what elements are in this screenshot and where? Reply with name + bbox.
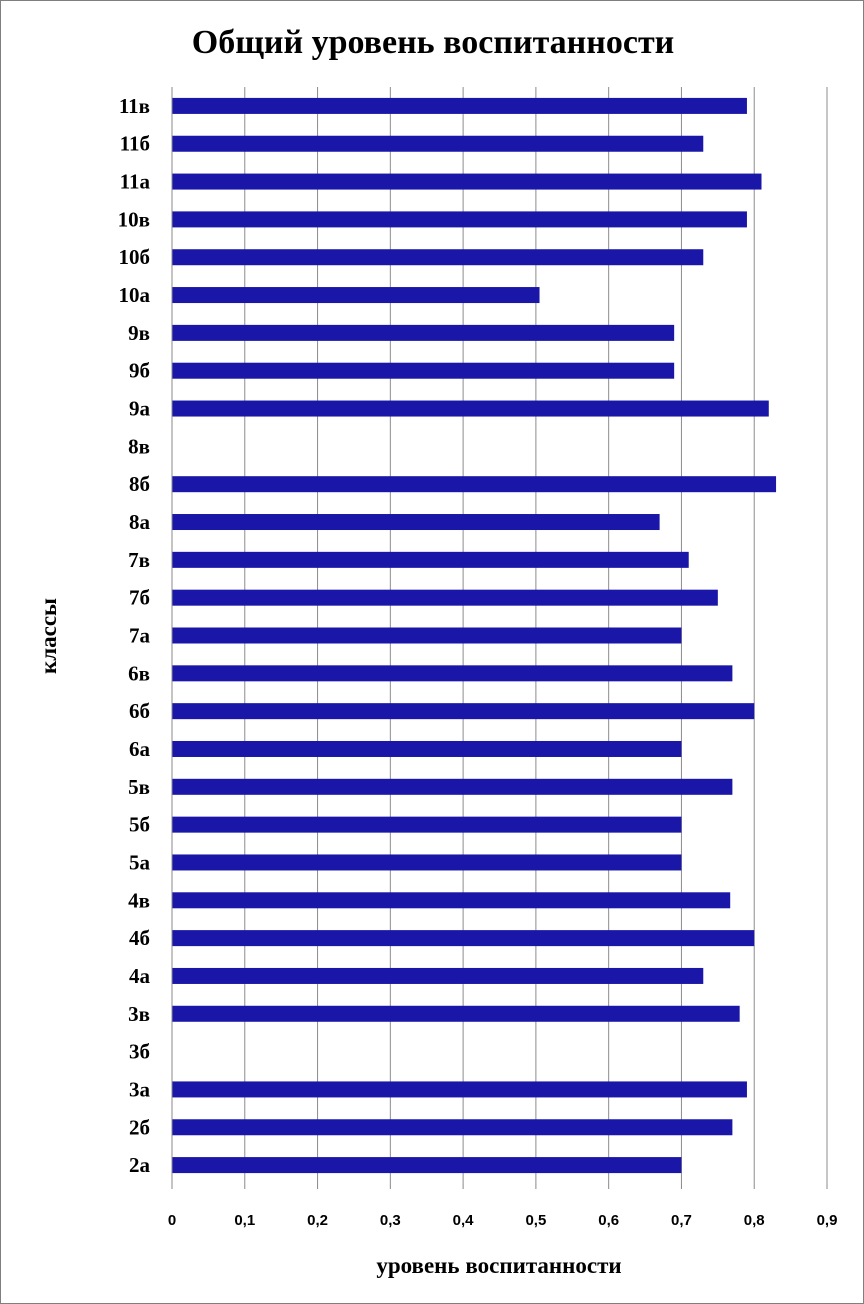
bar: [172, 135, 704, 152]
category-label: 6а: [129, 737, 151, 761]
x-tick-label: 0,3: [380, 1212, 401, 1229]
category-label: 8б: [129, 472, 150, 496]
x-tick-label: 0: [168, 1212, 176, 1229]
category-label: 3б: [129, 1040, 150, 1064]
x-tick-label: 0,2: [307, 1212, 328, 1229]
bar: [172, 249, 704, 266]
bar: [172, 476, 777, 493]
bar: [172, 551, 689, 568]
x-tick-label: 0,4: [453, 1212, 475, 1229]
category-label: 7б: [129, 586, 150, 610]
x-axis-title: уровень воспитанности: [376, 1253, 621, 1278]
bar: [172, 400, 769, 417]
bar: [172, 930, 755, 947]
category-label: 7в: [128, 548, 150, 572]
bar: [172, 627, 682, 644]
category-label: 2б: [129, 1115, 150, 1139]
category-label: 5в: [128, 775, 150, 799]
category-label: 3в: [128, 1002, 150, 1026]
x-tick-label: 0,5: [525, 1212, 546, 1229]
chart-title: Общий уровень воспитанности: [192, 24, 675, 61]
category-label: 9а: [129, 397, 151, 421]
category-label: 11в: [119, 94, 150, 118]
x-tick-labels: 0 0,1 0,2 0,3 0,4 0,5 0,6 0,7 0,8 0,9: [168, 1212, 838, 1229]
bar: [172, 1081, 747, 1098]
x-tick-label: 0,6: [598, 1212, 619, 1229]
category-label: 11б: [120, 132, 150, 156]
bar: [172, 703, 755, 720]
bar: [172, 740, 682, 757]
category-label: 10а: [119, 283, 151, 307]
bar: [172, 324, 675, 341]
x-tick-label: 0,9: [817, 1212, 838, 1229]
category-label: 3а: [129, 1077, 151, 1101]
category-label: 6в: [128, 661, 150, 685]
category-label: 2а: [129, 1153, 151, 1177]
category-label: 5б: [129, 813, 150, 837]
bar: [172, 778, 733, 795]
category-label: 8в: [128, 434, 150, 458]
bar: [172, 362, 675, 379]
bar: [172, 287, 540, 304]
bar: [172, 1157, 682, 1174]
category-label: 6б: [129, 699, 150, 723]
category-label: 10б: [119, 245, 151, 269]
category-label: 11а: [120, 170, 151, 194]
bar: [172, 97, 747, 114]
category-label: 4а: [129, 964, 151, 988]
bar: [172, 211, 747, 228]
bar: [172, 589, 718, 606]
bar: [172, 816, 682, 833]
bar: [172, 1005, 740, 1022]
bar: [172, 665, 733, 682]
category-label: 4б: [129, 926, 150, 950]
category-label: 7а: [129, 624, 151, 648]
bar: [172, 1119, 733, 1136]
x-tick-label: 0,7: [671, 1212, 692, 1229]
x-tick-label: 0,8: [744, 1212, 765, 1229]
bar: [172, 173, 762, 190]
category-label: 8а: [129, 510, 151, 534]
bar: [172, 892, 731, 909]
category-label: 9в: [128, 321, 150, 345]
bar: [172, 854, 682, 871]
category-label: 4в: [128, 888, 150, 912]
bar: [172, 967, 704, 984]
bar: [172, 514, 660, 531]
category-label: 10в: [118, 207, 150, 231]
x-tick-label: 0,1: [234, 1212, 255, 1229]
bars: [172, 97, 777, 1174]
category-labels: 2а 2б 3а 3б 3в 4а 4б 4в 5а 5б 5в 6а 6б 6в 7а 7б 7в 8а 8б 8в…: [118, 94, 151, 1177]
y-axis-title: классы: [36, 598, 61, 674]
category-label: 9б: [129, 359, 150, 383]
category-label: 5а: [129, 850, 151, 874]
